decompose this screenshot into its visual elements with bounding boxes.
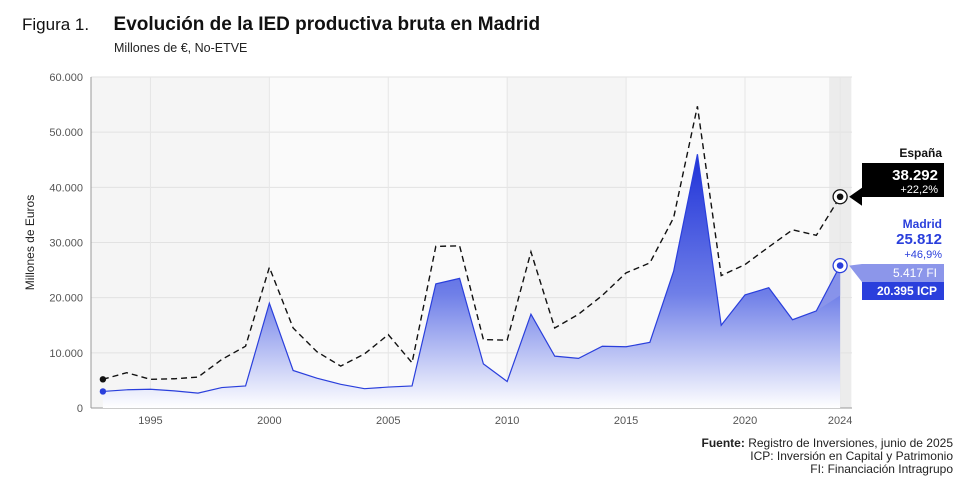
espana-callout-box [849, 163, 944, 206]
madrid-area [102, 154, 841, 408]
figure-title-row: Figura 1. Evolución de la IED productiva… [22, 14, 540, 36]
figure-subtitle: Millones de €, No-ETVE [114, 41, 248, 55]
source-fi-note: FI: Financiación Intragrupo [810, 462, 953, 476]
x-tick-label: 2005 [376, 415, 400, 427]
fi-callout-box [849, 264, 944, 282]
espana-start-point [99, 376, 107, 383]
madrid-annotation-value: 25.812 [896, 231, 942, 248]
y-tick-label: 60.000 [49, 72, 83, 84]
x-tick-label: 1995 [138, 415, 162, 427]
madrid-line [102, 154, 841, 394]
espana-line [102, 106, 841, 381]
source-label: Fuente: [701, 436, 745, 450]
source-note: Fuente: Registro de Inversiones, junio d… [702, 437, 953, 476]
madrid-start-point [99, 388, 107, 395]
fi-annotation: 5.417 FI [893, 266, 937, 280]
figure-label: Figura 1. [22, 15, 90, 34]
madrid-annotation-label: Madrid [903, 217, 942, 231]
x-tick-label: 2010 [495, 415, 519, 427]
x-tick-label: 2020 [733, 415, 757, 427]
espana-annotation-label: España [899, 146, 942, 160]
x-tick-label: 2024 [828, 415, 852, 427]
icp-annotation: 20.395 ICP [877, 284, 937, 298]
y-tick-label: 30.000 [49, 238, 83, 250]
y-tick-label: 20.000 [49, 293, 83, 305]
madrid-annotation-change: +46,9% [904, 249, 942, 261]
x-tick-label: 2015 [614, 415, 638, 427]
y-axis-title: Millones de Euros [23, 195, 37, 290]
espana-annotation-value: 38.292 [892, 167, 938, 184]
source-line: Fuente: Registro de Inversiones, junio d… [702, 437, 953, 450]
y-tick-label: 0 [77, 403, 83, 415]
y-tick-label: 50.000 [49, 127, 83, 139]
figure-title: Evolución de la IED productiva bruta en … [113, 14, 541, 35]
source-icp-note: ICP: Inversión en Capital y Patrimonio [750, 449, 953, 463]
icp-callout-box [862, 282, 944, 300]
y-tick-label: 40.000 [49, 182, 83, 194]
source-text: Registro de Inversiones, junio de 2025 [748, 436, 953, 450]
x-tick-label: 2000 [257, 415, 281, 427]
madrid-end-point [836, 262, 844, 269]
y-tick-label: 10.000 [49, 348, 83, 360]
espana-annotation-change: +22,2% [900, 184, 938, 196]
espana-end-point [836, 193, 844, 201]
